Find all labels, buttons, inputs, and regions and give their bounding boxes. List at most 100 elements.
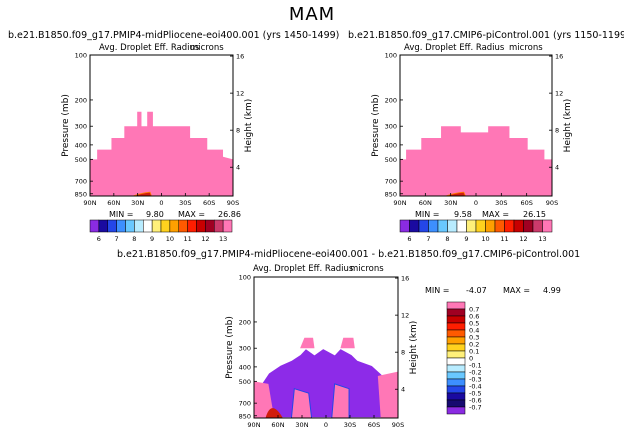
colorbar-swatch [532, 219, 543, 233]
colorbar-label: 0.4 [469, 327, 479, 335]
panel-diff-min-label: MIN = [425, 286, 450, 295]
y-tick-label: 100 [75, 52, 87, 60]
panel-diff-max-label: MAX = [503, 286, 531, 295]
colorbar-swatch [446, 329, 466, 338]
panel-left-max-label: MAX = [178, 210, 206, 219]
panel-difference-plot [253, 276, 466, 419]
panel-diff-positive-field-mid [290, 388, 313, 419]
colorbar-label: 10 [166, 235, 174, 243]
page-title: MAM [288, 4, 336, 25]
panel-right-plot [399, 54, 553, 233]
colorbar-label: 9 [150, 235, 154, 243]
y2-axis-label: Height (km) [409, 321, 419, 375]
y2-tick-label: 8 [555, 127, 559, 135]
colorbar-swatch [151, 219, 162, 233]
colorbar-label: 12 [519, 235, 527, 243]
colorbar-swatch [504, 219, 515, 233]
colorbar-swatch [89, 219, 100, 233]
colorbar-swatch [446, 378, 466, 387]
colorbar-label: -0.7 [469, 404, 482, 412]
colorbar-swatch [446, 406, 466, 415]
colorbar-label: 0.1 [469, 348, 479, 356]
y-tick-label: 300 [75, 123, 87, 131]
y2-tick-label: 16 [236, 53, 244, 61]
x-tick-label: 90S [546, 199, 558, 207]
y2-tick-label: 4 [401, 386, 405, 394]
colorbar-swatch [214, 219, 224, 233]
panel-diff-max-value: 4.99 [543, 286, 561, 295]
x-tick-label: 90N [247, 421, 260, 429]
colorbar-swatch [466, 219, 477, 233]
y2-tick-label: 12 [401, 312, 409, 320]
colorbar-swatch [446, 301, 466, 310]
colorbar-swatch [513, 219, 524, 233]
colorbar-label: 11 [183, 235, 191, 243]
colorbar-label: 6 [407, 235, 411, 243]
colorbar-label: 12 [201, 235, 209, 243]
colorbar-swatch [125, 219, 135, 233]
y-tick-label: 500 [239, 378, 251, 386]
colorbar-label: 8 [132, 235, 136, 243]
colorbar-swatch [178, 219, 188, 233]
colorbar-swatch [222, 219, 233, 233]
panel-right-max-label: MAX = [482, 210, 510, 219]
panel-right-min-value: 9.58 [454, 210, 472, 219]
x-tick-label: 60S [520, 199, 532, 207]
colorbar-label: 0 [469, 355, 473, 363]
panel-left-max-value: 26.86 [218, 210, 241, 219]
colorbar-swatch [196, 219, 206, 233]
colorbar-label: 0.7 [469, 306, 479, 314]
x-tick-label: 0 [159, 199, 163, 207]
panel-left-plot [89, 54, 234, 233]
x-tick-label: 90S [392, 421, 404, 429]
y-tick-label: 850 [239, 412, 251, 420]
colorbar-swatch [475, 219, 486, 233]
x-tick-label: 30S [344, 421, 356, 429]
colorbar-swatch [409, 219, 420, 233]
y-tick-label: 400 [385, 141, 397, 149]
colorbar-swatch [446, 308, 466, 317]
panel-diff-title: b.e21.B1850.f09_g17.PMIP4-midPliocene-eo… [117, 249, 581, 260]
panel-diff-upper-cell-1 [300, 337, 315, 349]
x-tick-label: 30S [495, 199, 507, 207]
x-tick-label: 60N [107, 199, 120, 207]
y-tick-label: 400 [239, 363, 251, 371]
colorbar-swatch [446, 399, 466, 408]
y-tick-label: 700 [75, 178, 87, 186]
y-tick-label: 700 [239, 400, 251, 408]
x-tick-label: 0 [474, 199, 478, 207]
colorbar-label: 7 [426, 235, 430, 243]
colorbar-label: -0.1 [469, 362, 482, 370]
y2-tick-label: 16 [401, 275, 409, 283]
colorbar-swatch [169, 219, 179, 233]
colorbar-label: 13 [219, 235, 227, 243]
colorbar-swatch [485, 219, 496, 233]
colorbar-swatch [160, 219, 171, 233]
x-tick-label: 30S [179, 199, 191, 207]
colorbar-swatch [446, 336, 466, 345]
y-tick-label: 300 [239, 345, 251, 353]
panel-diff-positive-field-right [377, 371, 398, 418]
y2-tick-label: 12 [236, 90, 244, 98]
colorbar-swatch [456, 219, 467, 233]
y-tick-label: 200 [385, 96, 397, 104]
colorbar-swatch [446, 357, 466, 366]
colorbar-label: 7 [115, 235, 119, 243]
colorbar-label: -0.5 [469, 390, 482, 398]
y2-axis-label: Height (km) [563, 99, 573, 153]
colorbar-swatch [428, 219, 439, 233]
y-tick-label: 400 [75, 141, 87, 149]
y-axis-label: Pressure (mb) [61, 94, 71, 157]
y-tick-label: 100 [385, 52, 397, 60]
colorbar-label: 13 [538, 235, 546, 243]
y-tick-label: 500 [75, 156, 87, 164]
colorbar-label: -0.4 [469, 383, 482, 391]
panel-diff-strong-positive [265, 408, 283, 418]
colorbar-label: 6 [97, 235, 101, 243]
colorbar-swatch [98, 219, 108, 233]
y-tick-label: 700 [385, 178, 397, 186]
y2-axis-label: Height (km) [244, 99, 254, 153]
colorbar-swatch [437, 219, 448, 233]
x-tick-label: 30N [131, 199, 144, 207]
